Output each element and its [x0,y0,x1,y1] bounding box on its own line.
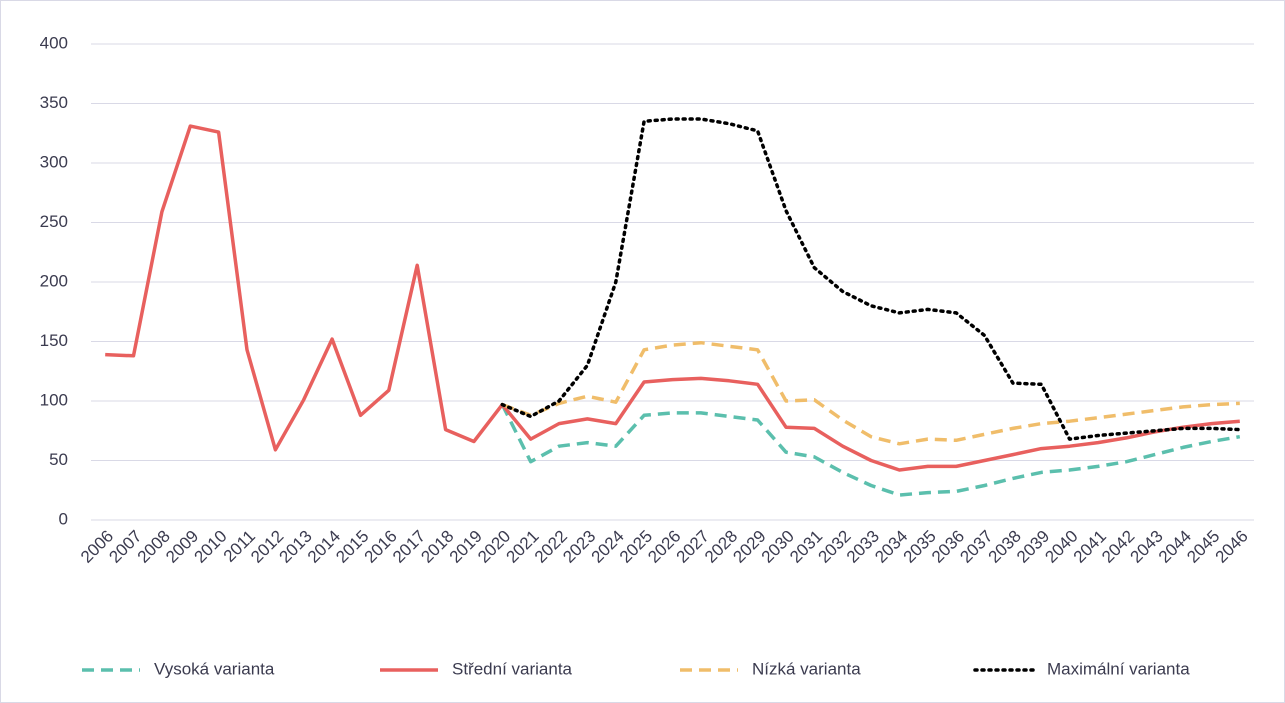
y-tick-label: 100 [40,390,68,409]
y-tick-label: 300 [40,152,68,171]
y-tick-label: 150 [40,331,68,350]
legend-label: Vysoká varianta [154,659,275,678]
legend-label: Maximální varianta [1047,659,1190,678]
y-tick-label: 0 [59,509,68,528]
y-tick-label: 200 [40,271,68,290]
series-line [500,117,1242,441]
y-tick-label: 350 [40,93,68,112]
legend-label: Nízká varianta [752,659,861,678]
y-tick-label: 400 [40,33,68,52]
legend-label: Střední varianta [452,659,573,678]
y-tick-label: 50 [49,450,68,469]
series-line [500,403,1241,497]
y-tick-label: 250 [40,212,68,231]
series-line [105,124,1240,472]
series-line [501,340,1240,446]
